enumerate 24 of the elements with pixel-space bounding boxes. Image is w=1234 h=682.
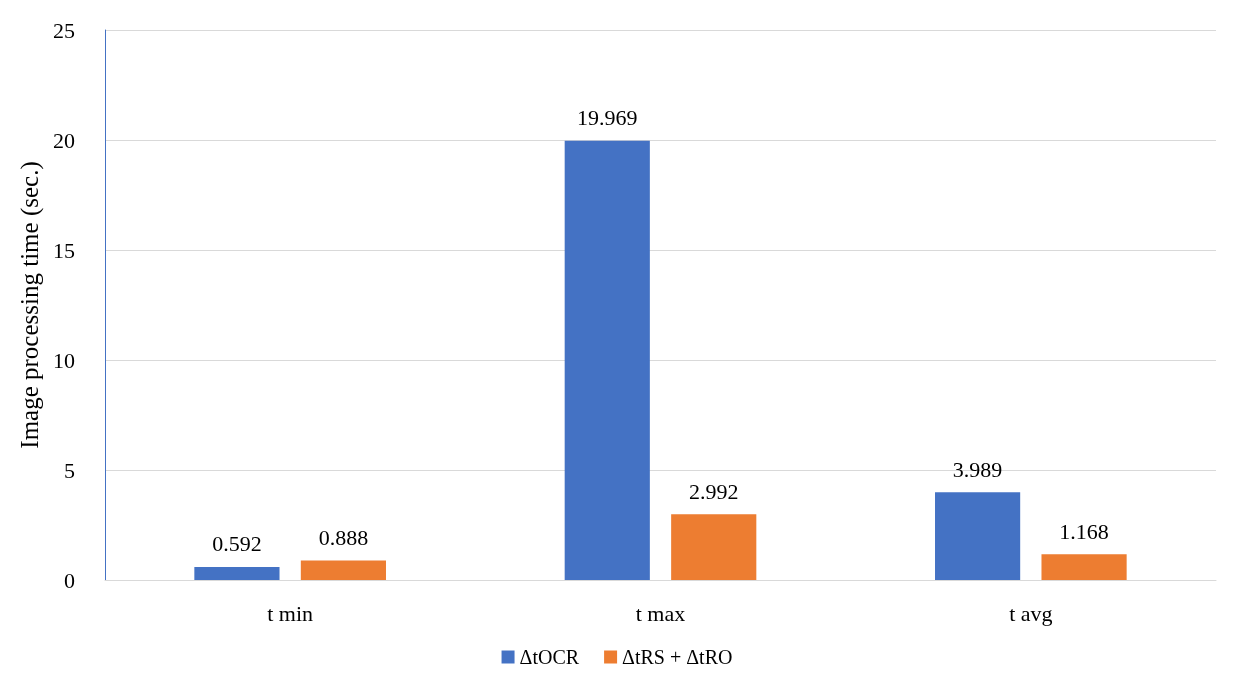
y-tick-label: 15 xyxy=(53,237,75,263)
legend-label: ΔtOCR xyxy=(519,646,580,668)
bar xyxy=(671,514,757,580)
data-label: 19.969 xyxy=(577,105,638,131)
data-label: 2.992 xyxy=(688,478,739,504)
y-tick-label: 5 xyxy=(64,457,75,483)
bar xyxy=(1041,554,1127,580)
y-axis-title: Image processing time (sec.) xyxy=(16,161,45,449)
y-tick-label: 25 xyxy=(53,17,75,43)
bar xyxy=(935,492,1021,580)
data-label: 3.989 xyxy=(952,456,1003,482)
data-label: 0.888 xyxy=(318,524,369,550)
y-tick-label: 10 xyxy=(53,347,75,373)
x-tick-label: t avg xyxy=(1009,600,1053,626)
x-tick-label: t min xyxy=(267,600,314,626)
y-tick-label: 20 xyxy=(53,127,75,153)
legend-label: ΔtRS + ΔtRO xyxy=(622,646,733,668)
data-label: 0.592 xyxy=(212,531,262,557)
x-tick-label: t max xyxy=(635,600,686,626)
bar xyxy=(300,560,386,580)
data-label: 1.168 xyxy=(1059,518,1109,544)
y-tick-label: 0 xyxy=(64,567,75,593)
bar xyxy=(194,566,280,580)
bar xyxy=(564,140,650,580)
